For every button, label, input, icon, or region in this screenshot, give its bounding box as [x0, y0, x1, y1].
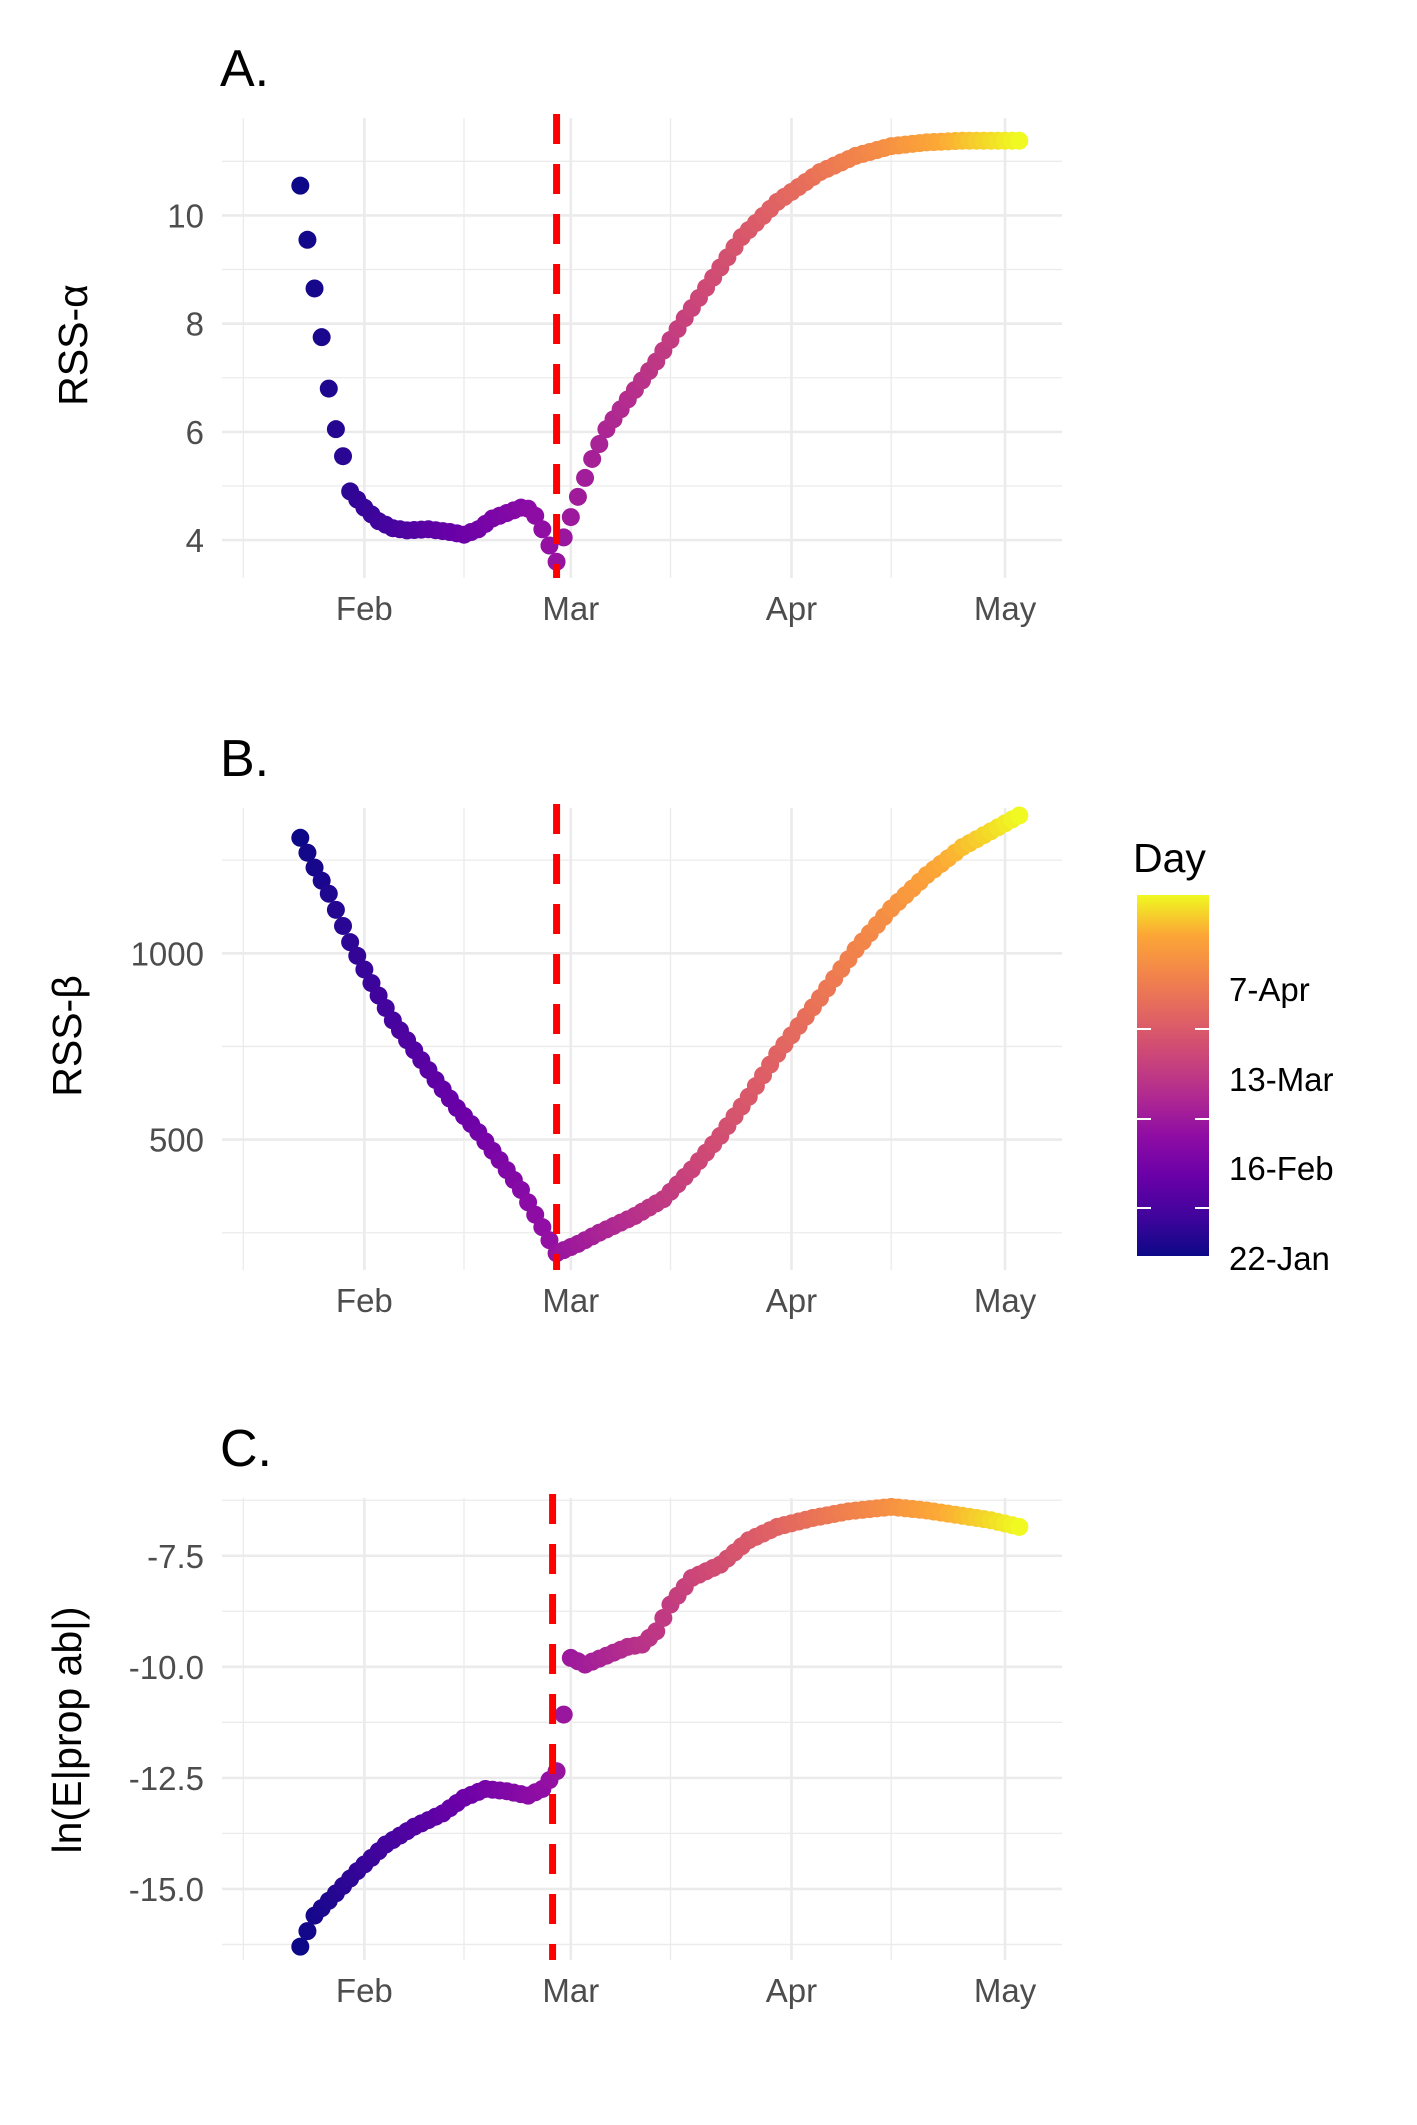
x-tick-label: May: [974, 1282, 1037, 1319]
data-point: [590, 435, 609, 454]
data-point: [291, 1937, 310, 1956]
x-tick-label: May: [974, 1972, 1037, 2009]
x-tick-labels-b: Feb Mar Apr May: [336, 1282, 1037, 1319]
x-tick-label: May: [974, 590, 1037, 627]
legend-colorbar: [1137, 895, 1209, 1256]
x-tick-label: Feb: [336, 590, 393, 627]
x-tick-label: Mar: [542, 1282, 599, 1319]
data-point: [319, 884, 338, 903]
y-tick-labels-b: 500 1000: [131, 935, 204, 1158]
data-point: [1010, 1517, 1029, 1536]
x-tick-label: Mar: [542, 590, 599, 627]
color-legend: Day 7-Apr 13-Mar 16-Feb 22-Jan: [1133, 835, 1334, 1277]
gridlines-c: [222, 1498, 1062, 1960]
data-point: [355, 960, 374, 979]
y-tick-label: 1000: [131, 935, 204, 972]
data-point: [533, 520, 552, 539]
x-tick-label: Feb: [336, 1972, 393, 2009]
data-point: [334, 916, 353, 935]
data-point: [326, 900, 345, 919]
x-tick-label: Mar: [542, 1972, 599, 2009]
data-point: [291, 176, 310, 195]
x-tick-labels-c: Feb Mar Apr May: [336, 1972, 1037, 2009]
y-tick-label: 500: [149, 1122, 204, 1159]
data-point: [561, 508, 580, 527]
y-axis-title-c: ln(E|prop ab|): [44, 1607, 90, 1854]
data-point: [647, 1622, 666, 1641]
y-tick-label: 6: [186, 414, 204, 451]
y-tick-label: -12.5: [129, 1760, 204, 1797]
y-tick-label: 10: [167, 197, 204, 234]
panel-label-a: A.: [220, 40, 269, 98]
data-point: [312, 328, 331, 347]
panel-b: B. 500 1000 Feb Mar Apr May RSS-β: [44, 730, 1062, 1319]
gridlines-a: [222, 118, 1062, 578]
y-tick-label: 8: [186, 306, 204, 343]
data-point: [298, 1922, 317, 1941]
data-point: [298, 230, 317, 249]
data-point: [298, 843, 317, 862]
data-point: [334, 447, 353, 466]
y-tick-labels-c: -7.5 -10.0 -12.5 -15.0: [129, 1538, 204, 1908]
data-points-b: [291, 806, 1029, 1263]
y-axis-title-a: RSS-α: [50, 284, 96, 406]
y-tick-label: 4: [186, 522, 204, 559]
x-tick-label: Feb: [336, 1282, 393, 1319]
data-point: [326, 420, 345, 439]
legend-label: 16-Feb: [1229, 1150, 1334, 1187]
panel-label-b: B.: [220, 730, 269, 788]
data-point: [583, 449, 602, 468]
data-point: [554, 1705, 573, 1724]
data-point: [305, 279, 324, 298]
data-point: [341, 933, 360, 952]
x-tick-label: Apr: [766, 1972, 817, 2009]
data-point: [576, 468, 595, 487]
x-tick-labels-a: Feb Mar Apr May: [336, 590, 1037, 627]
data-point: [291, 828, 310, 847]
legend-label: 7-Apr: [1229, 971, 1310, 1008]
y-tick-label: -15.0: [129, 1871, 204, 1908]
data-point: [568, 487, 587, 506]
panel-c: C. -7.5 -10.0 -12.5 -15.0 Feb Mar Apr Ma…: [44, 1420, 1062, 2009]
legend-label: 13-Mar: [1229, 1061, 1334, 1098]
data-point: [319, 379, 338, 398]
data-point: [654, 1608, 673, 1627]
data-point: [1010, 131, 1029, 150]
y-tick-label: -10.0: [129, 1649, 204, 1686]
legend-title: Day: [1133, 835, 1206, 881]
panel-label-c: C.: [220, 1420, 272, 1478]
x-tick-label: Apr: [766, 1282, 817, 1319]
panel-a: A. 4 6 8 10 Feb Mar Apr May RSS-α: [50, 40, 1062, 627]
data-points-a: [291, 131, 1029, 571]
y-tick-labels-a: 4 6 8 10: [167, 197, 204, 559]
x-tick-label: Apr: [766, 590, 817, 627]
data-point: [1010, 806, 1029, 825]
data-point: [348, 946, 367, 965]
data-points-c: [291, 1497, 1029, 1956]
data-point: [547, 552, 566, 571]
data-point: [526, 506, 545, 525]
y-tick-label: -7.5: [147, 1538, 204, 1575]
y-axis-title-b: RSS-β: [44, 975, 90, 1097]
legend-label: 22-Jan: [1229, 1240, 1330, 1277]
